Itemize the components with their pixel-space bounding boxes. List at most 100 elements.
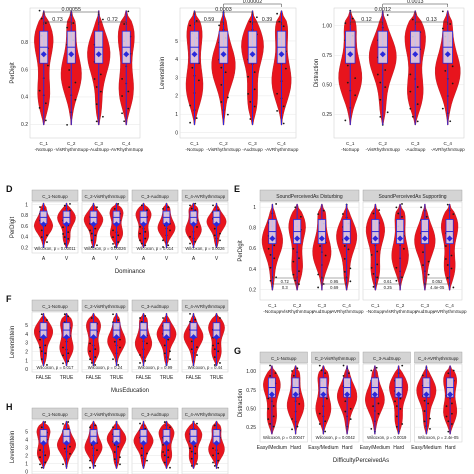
x-tick-label: C_3 — [421, 303, 430, 308]
jitter-point — [99, 73, 102, 76]
jitter-point — [127, 10, 130, 13]
jitter-point — [139, 225, 141, 228]
jitter-point — [354, 77, 357, 79]
mean-marker-E-0-1 — [294, 235, 301, 242]
mean-marker-E-0-3 — [343, 235, 350, 242]
jitter-point — [317, 286, 320, 289]
y-tick-label: 0.2 — [249, 287, 256, 293]
jitter-point — [67, 360, 70, 363]
jitter-point — [346, 81, 349, 84]
y-axis-label: Levenshtein — [10, 431, 16, 463]
jitter-point — [292, 247, 295, 250]
mean-marker-A-0-0 — [40, 51, 47, 58]
jitter-point — [267, 407, 270, 410]
jitter-point — [322, 209, 325, 212]
jitter-point — [163, 344, 166, 347]
jitter-point — [452, 213, 455, 216]
facet-strip-H — [181, 407, 229, 420]
facet-strip-D — [131, 189, 179, 202]
mean-marker-G-0-0 — [268, 391, 275, 398]
jitter-point — [112, 426, 114, 429]
jitter-point — [452, 286, 455, 289]
x-tick-label: -AudSupp — [312, 309, 333, 314]
y-tick-label: 0.75 — [322, 53, 332, 59]
jitter-point — [395, 425, 398, 428]
jitter-point — [212, 344, 214, 347]
jitter-point — [450, 254, 453, 257]
jitter-point — [269, 266, 272, 269]
jitter-point — [411, 18, 414, 21]
jitter-point — [66, 123, 68, 126]
jitter-point — [451, 402, 453, 405]
jitter-point — [399, 407, 402, 410]
jitter-point — [169, 358, 171, 361]
jitter-point — [39, 456, 41, 459]
jitter-point — [267, 247, 270, 250]
jitter-point — [96, 449, 98, 452]
x-tick-label: C_4 — [444, 141, 453, 146]
jitter-point — [253, 88, 256, 91]
facet-label: C_3-AudSupp — [141, 304, 169, 309]
jitter-point — [354, 94, 357, 97]
mean-marker-H-0-0 — [40, 440, 47, 447]
y-tick-label: 4 — [175, 57, 178, 63]
p-value-label: 4.4e-05 — [430, 285, 445, 290]
jitter-point — [39, 346, 41, 349]
jitter-point — [213, 364, 216, 366]
jitter-point — [163, 461, 166, 464]
jitter-point — [117, 445, 120, 448]
jitter-point — [194, 445, 197, 448]
facet-strip-D — [31, 189, 79, 202]
jitter-point — [69, 202, 71, 205]
jitter-point — [62, 463, 64, 466]
mean-marker-H-1-0 — [90, 440, 97, 447]
jitter-point — [372, 285, 375, 288]
x-tick-label: FALSE — [86, 375, 102, 381]
p-value-label: 0.0012 — [375, 7, 392, 13]
jitter-point — [441, 10, 444, 13]
y-tick-label: 4 — [25, 438, 28, 444]
jitter-point — [74, 98, 77, 101]
jitter-point — [220, 101, 223, 103]
jitter-point — [296, 425, 299, 428]
facet-label: C_4-AVRhythmSupp — [185, 412, 226, 417]
jitter-point — [95, 103, 98, 106]
jitter-point — [90, 246, 93, 248]
jitter-point — [39, 206, 41, 208]
y-tick-label: 1 — [25, 358, 28, 364]
y-tick-label: 0 — [175, 130, 178, 136]
y-tick-label: 3 — [25, 341, 28, 347]
p-value-label: 0.39 — [262, 17, 273, 23]
facet-label: C_1-NoSupp — [42, 304, 68, 309]
jitter-point — [62, 226, 64, 229]
jitter-point — [401, 364, 404, 367]
x-tick-label: TRUE — [110, 375, 124, 381]
jitter-point — [318, 364, 321, 367]
jitter-point — [299, 215, 302, 218]
mean-marker-E-1-2 — [421, 235, 428, 242]
mean-marker-D-3-0 — [190, 221, 197, 228]
mean-marker-A-0-1 — [68, 51, 75, 58]
jitter-point — [38, 9, 41, 12]
jitter-point — [377, 402, 380, 405]
x-tick-label: -AVRhythmSupp — [109, 147, 143, 152]
jitter-point — [90, 232, 93, 235]
jitter-point — [69, 445, 71, 448]
jitter-point — [163, 421, 166, 423]
jitter-point — [197, 79, 200, 82]
jitter-point — [409, 73, 412, 76]
jitter-point — [416, 103, 419, 106]
jitter-point — [291, 370, 293, 372]
jitter-point — [318, 412, 321, 415]
mean-marker-C-0-0 — [347, 51, 354, 58]
comparison-bracket — [424, 282, 450, 285]
jitter-point — [269, 253, 272, 256]
jitter-point — [220, 66, 223, 69]
x-tick-label: C_2 — [379, 141, 388, 146]
y-tick-label: 1 — [253, 205, 256, 211]
p-value-label: 0.3 — [282, 285, 288, 290]
mean-marker-G-3-0 — [423, 391, 430, 398]
comparison-bracket — [252, 21, 282, 25]
y-axis-label: PerDigit — [10, 62, 16, 84]
jitter-point — [140, 320, 143, 323]
